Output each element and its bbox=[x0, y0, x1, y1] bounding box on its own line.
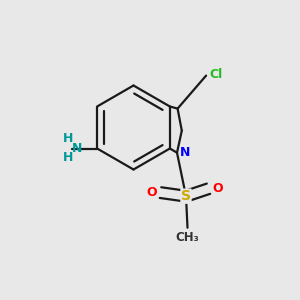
Text: CH₃: CH₃ bbox=[176, 231, 200, 244]
Text: O: O bbox=[212, 182, 223, 195]
Text: N: N bbox=[179, 146, 190, 159]
Text: H: H bbox=[63, 133, 73, 146]
Text: Cl: Cl bbox=[210, 68, 223, 82]
Text: S: S bbox=[181, 189, 191, 203]
Text: O: O bbox=[146, 186, 157, 199]
Text: N: N bbox=[72, 142, 82, 155]
Text: H: H bbox=[63, 151, 73, 164]
